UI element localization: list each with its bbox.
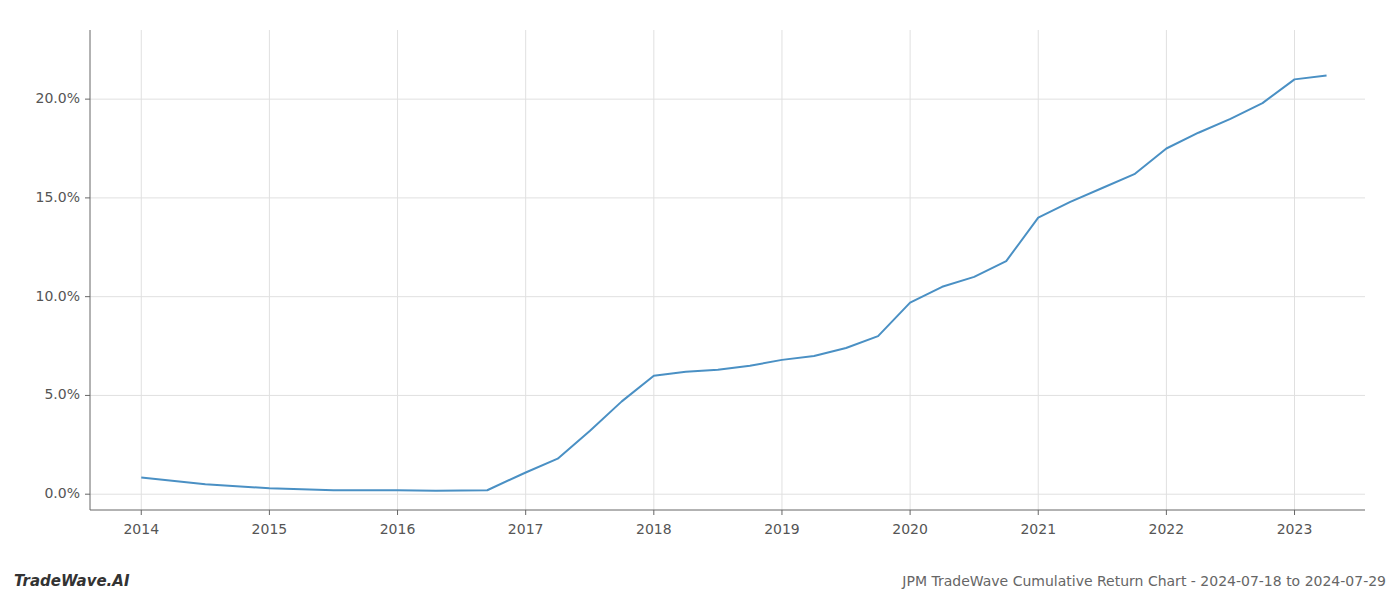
y-tick (85, 99, 90, 100)
data-line (141, 75, 1326, 490)
y-grid-line (90, 296, 1365, 297)
x-tick-label: 2018 (636, 521, 672, 537)
x-tick (141, 510, 142, 515)
x-tick (269, 510, 270, 515)
y-tick (85, 494, 90, 495)
y-tick-label: 15.0% (36, 189, 80, 205)
y-tick (85, 395, 90, 396)
x-grid-line (269, 30, 270, 510)
chart-svg: 2014 2015 2016 2017 2018 2019 2020 2021 2022 2023… (0, 0, 1400, 600)
y-grid-line (90, 99, 1365, 100)
x-tick (1038, 510, 1039, 515)
x-tick (653, 510, 654, 515)
x-grid-line (1038, 30, 1039, 510)
y-tick (85, 197, 90, 198)
x-tick-label: 2020 (892, 521, 928, 537)
grid (90, 30, 1365, 510)
x-tick-label: 2015 (252, 521, 288, 537)
x-tick-label: 2021 (1020, 521, 1056, 537)
x-tick (525, 510, 526, 515)
y-tick-label: 5.0% (44, 386, 80, 402)
x-tick-label: 2023 (1277, 521, 1313, 537)
x-grid-line (525, 30, 526, 510)
y-tick-label: 0.0% (44, 485, 80, 501)
y-grid-line (90, 197, 1365, 198)
x-axis-line (90, 510, 1365, 511)
y-tick-label: 10.0% (36, 288, 80, 304)
x-grid-line (141, 30, 142, 510)
x-tick-label: 2016 (380, 521, 416, 537)
x-grid-line (653, 30, 654, 510)
x-grid-line (1166, 30, 1167, 510)
x-tick (1294, 510, 1295, 515)
watermark: TradeWave.AI (14, 572, 130, 590)
chart-container: 2014 2015 2016 2017 2018 2019 2020 2021 2022 2023… (0, 0, 1400, 600)
x-grid-line (781, 30, 782, 510)
y-grid-line (90, 395, 1365, 396)
x-tick (1166, 510, 1167, 515)
x-grid-line (1294, 30, 1295, 510)
x-tick (397, 510, 398, 515)
chart-title: JPM TradeWave Cumulative Return Chart - … (901, 573, 1386, 589)
y-tick (85, 296, 90, 297)
x-grid-line (910, 30, 911, 510)
x-tick (781, 510, 782, 515)
y-tick-label: 20.0% (36, 90, 80, 106)
axes: 2014 2015 2016 2017 2018 2019 2020 2021 2022 2023… (36, 30, 1365, 537)
y-grid-line (90, 494, 1365, 495)
x-tick (910, 510, 911, 515)
x-tick-label: 2022 (1149, 521, 1185, 537)
y-axis-line (90, 30, 91, 510)
x-tick-label: 2014 (123, 521, 159, 537)
plot-area (141, 75, 1326, 490)
x-tick-label: 2017 (508, 521, 544, 537)
x-grid-line (397, 30, 398, 510)
x-tick-label: 2019 (764, 521, 800, 537)
